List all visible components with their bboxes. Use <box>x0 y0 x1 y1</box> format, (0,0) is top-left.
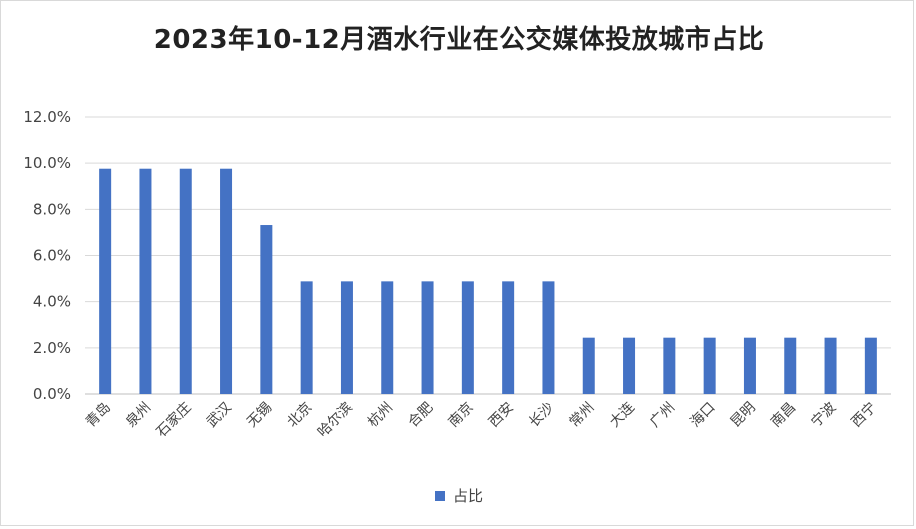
x-tick-label: 石家庄 <box>153 399 195 441</box>
x-tick-label: 西安 <box>486 400 517 431</box>
x-tick-label: 海口 <box>687 400 718 431</box>
x-tick-label: 哈尔滨 <box>315 400 356 441</box>
y-tick-label: 2.0% <box>33 339 71 357</box>
x-tick-label: 无锡 <box>244 400 275 431</box>
x-tick-label: 武汉 <box>204 400 235 431</box>
bar <box>582 337 595 394</box>
x-tick-label: 宁波 <box>808 399 840 431</box>
x-tick-label: 长沙 <box>526 400 557 431</box>
x-tick-label: 昆明 <box>728 400 759 431</box>
y-tick-label: 8.0% <box>33 200 71 218</box>
x-tick-label: 青岛 <box>83 400 114 431</box>
x-tick-label: 南昌 <box>768 400 799 431</box>
x-tick-label: 南京 <box>446 400 477 431</box>
y-tick-label: 12.0% <box>23 108 71 126</box>
bar <box>663 337 676 394</box>
y-tick-label: 10.0% <box>23 154 71 172</box>
x-tick-label: 常州 <box>566 400 597 431</box>
bar <box>139 168 152 394</box>
legend: 占比 <box>1 485 916 506</box>
y-tick-label: 4.0% <box>33 293 71 311</box>
bar <box>824 337 837 394</box>
y-tick-label: 0.0% <box>33 385 71 403</box>
legend-label: 占比 <box>452 487 483 505</box>
bar <box>179 168 192 394</box>
bar <box>542 281 555 394</box>
x-tick-label: 西宁 <box>848 399 880 431</box>
bar <box>381 281 394 394</box>
bar <box>300 281 313 394</box>
bar <box>864 337 877 394</box>
x-tick-label: 泉州 <box>122 399 154 431</box>
y-tick-label: 6.0% <box>33 247 71 265</box>
x-tick-label: 合肥 <box>405 400 436 431</box>
x-tick-label: 广州 <box>647 400 678 431</box>
bar <box>421 281 434 394</box>
bar <box>99 168 112 394</box>
bar <box>703 337 716 394</box>
bar <box>220 168 233 394</box>
bar <box>260 225 273 394</box>
chart-title: 2023年10-12月酒水行业在公交媒体投放城市占比 <box>153 25 765 55</box>
legend-swatch <box>434 490 445 501</box>
x-tick-label: 大连 <box>607 400 638 431</box>
bar <box>340 281 353 394</box>
bar <box>743 337 756 394</box>
bar <box>502 281 515 394</box>
bar <box>623 337 636 394</box>
x-tick-label: 北京 <box>284 400 315 431</box>
bar <box>461 281 474 394</box>
x-tick-label: 杭州 <box>365 400 396 431</box>
bar <box>784 337 797 394</box>
